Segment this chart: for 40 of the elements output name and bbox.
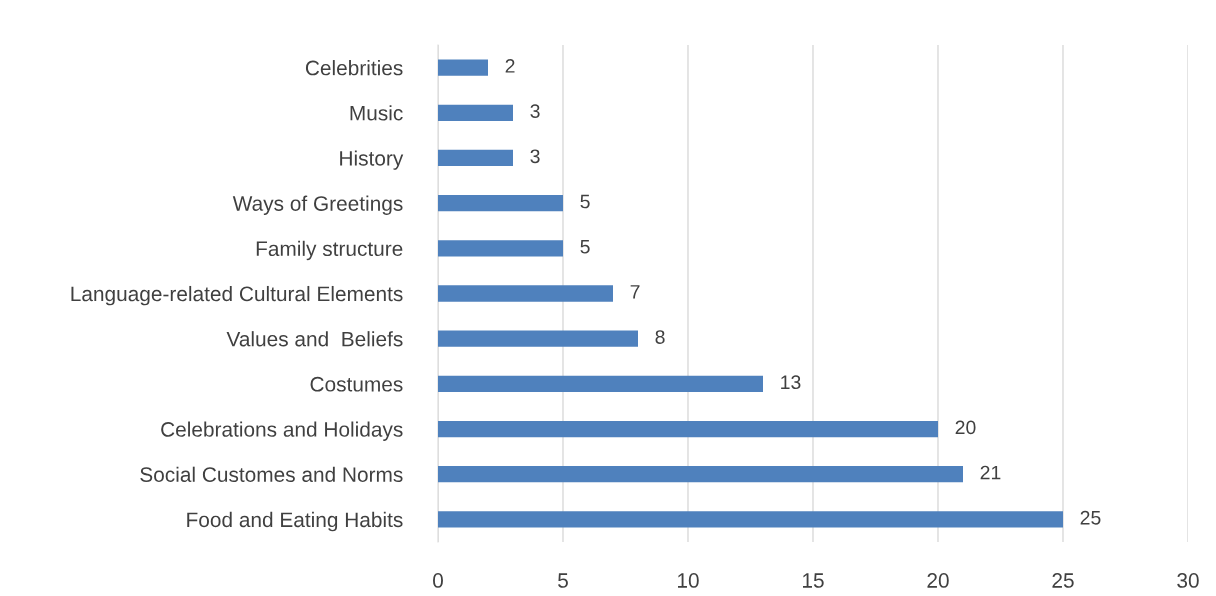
data-label: 5 <box>580 194 590 209</box>
bar <box>438 104 513 121</box>
bar <box>438 330 638 347</box>
bar <box>438 466 963 483</box>
data-label: 21 <box>980 465 1001 480</box>
x-tick-label: 0 <box>433 573 443 588</box>
x-tick-label: 30 <box>1177 573 1199 588</box>
data-label: 3 <box>530 104 540 118</box>
x-tick-label: 10 <box>678 573 699 588</box>
data-label: 2 <box>505 59 515 73</box>
y-tick-label: Values and Beliefs <box>226 331 403 347</box>
data-label: 7 <box>630 285 640 299</box>
x-tick-label: 25 <box>1052 573 1074 588</box>
data-label: 20 <box>955 420 976 435</box>
bar <box>438 59 488 76</box>
data-label: 5 <box>580 239 590 254</box>
y-tick-label: Ways of Greetings <box>232 195 403 216</box>
bar <box>438 375 763 392</box>
y-tick-label: Celebrations and Holidays <box>161 421 403 441</box>
y-tick-label: Family structure <box>256 240 403 261</box>
bar <box>438 511 1063 528</box>
bar <box>438 195 563 212</box>
y-tick-label: Social Customes and Norms <box>140 466 403 482</box>
bar <box>438 149 513 167</box>
y-tick-label: History <box>340 150 404 170</box>
x-tick-label: 5 <box>558 573 568 588</box>
data-label: 13 <box>781 375 801 390</box>
x-tick-label: 15 <box>803 573 824 588</box>
bar <box>438 420 938 438</box>
y-tick-label: Celebrities <box>305 60 403 76</box>
y-tick-label: Music <box>350 105 403 121</box>
y-tick-label: Food and Eating Habits <box>187 511 403 532</box>
x-tick-label: 20 <box>927 573 949 588</box>
y-tick-label: Costumes <box>310 376 403 392</box>
bar <box>438 240 563 257</box>
data-label: 8 <box>655 330 665 344</box>
data-label: 3 <box>530 149 540 164</box>
y-tick-label: Language-related Cultural Elements <box>71 285 403 306</box>
bar <box>438 285 613 302</box>
data-label: 25 <box>1080 510 1101 525</box>
